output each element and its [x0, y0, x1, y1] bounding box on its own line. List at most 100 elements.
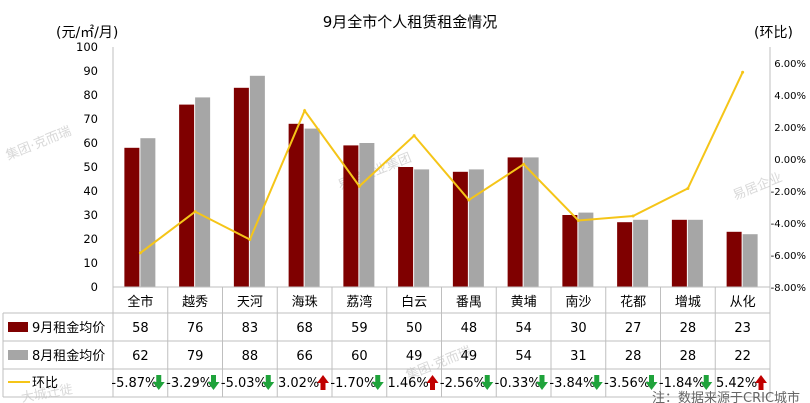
- bar: [195, 97, 211, 288]
- bar: [633, 219, 649, 287]
- line-point: [741, 70, 745, 74]
- line-point: [522, 162, 526, 166]
- x-tick-label: 增城: [675, 295, 701, 310]
- line-point: [357, 184, 361, 188]
- data-label: 23: [734, 321, 751, 336]
- arrow-down-icon: [207, 375, 220, 390]
- arrow-down-icon: [590, 375, 603, 390]
- data-label: 68: [296, 321, 313, 336]
- legend-label: 9月租金均价: [32, 320, 105, 336]
- x-tick-label: 花都: [620, 294, 646, 310]
- arrow-up-icon: [317, 375, 329, 390]
- bar: [687, 219, 703, 287]
- data-label: 59: [351, 321, 368, 336]
- data-label: 27: [625, 321, 642, 336]
- x-tick-label: 白云: [401, 294, 427, 310]
- data-label: -3.29%: [166, 376, 212, 391]
- y-tick-label: 100: [76, 40, 98, 54]
- bar: [726, 231, 742, 287]
- x-tick-label: 从化: [730, 295, 756, 310]
- x-tick-label: 天河: [237, 295, 263, 310]
- data-label: 66: [296, 349, 313, 364]
- data-label: -3.56%: [604, 376, 650, 391]
- line-point: [467, 198, 471, 202]
- y2-tick-label: -8.00%: [771, 283, 806, 294]
- arrow-down-icon: [536, 375, 548, 390]
- data-label: 83: [242, 321, 259, 336]
- y2-tick-label: 2.00%: [774, 123, 806, 134]
- legend-swatch: [8, 350, 28, 360]
- y-tick-label: 70: [83, 112, 98, 126]
- y-tick-label: 20: [83, 232, 98, 246]
- footnote: 注：数据来源于CRIC城市: [652, 390, 800, 403]
- data-label: 5.42%: [716, 376, 757, 391]
- data-label: 3.02%: [278, 376, 319, 391]
- y-tick-label: 0: [91, 280, 98, 294]
- bar: [562, 215, 578, 287]
- line-point: [193, 210, 197, 214]
- data-label: -1.84%: [659, 376, 705, 391]
- bar: [742, 234, 758, 287]
- x-tick-label: 海珠: [292, 295, 318, 310]
- arrow-down-icon: [371, 375, 384, 390]
- data-label: 30: [570, 321, 587, 336]
- y-tick-label: 60: [83, 136, 98, 150]
- data-label: -3.84%: [549, 376, 595, 391]
- line-point: [248, 237, 252, 241]
- bar: [523, 157, 539, 287]
- data-label: 1.46%: [387, 376, 428, 391]
- bar: [468, 169, 484, 287]
- data-label: 50: [406, 321, 423, 336]
- data-label: 28: [625, 349, 642, 364]
- bar: [507, 157, 523, 287]
- y-tick-label: 40: [83, 184, 98, 198]
- data-label: 22: [734, 349, 751, 364]
- watermark-text: 集团·克而瑞: [4, 123, 74, 164]
- bar: [249, 75, 265, 287]
- y2-tick-label: -6.00%: [771, 251, 806, 262]
- plot-area: 0 10 20 30 40 50 60 70 80 90 100 -8.00% -6.00% -4.00%…: [76, 40, 806, 294]
- data-label: 48: [461, 321, 478, 336]
- data-label: 28: [680, 321, 697, 336]
- x-tick-label: 荔湾: [346, 294, 372, 310]
- bar: [233, 87, 249, 287]
- y2-tick-label: 0.00%: [774, 155, 806, 166]
- y-tick-label: 30: [83, 208, 98, 222]
- x-tick-label: 黄埔: [511, 295, 537, 310]
- arrow-down-icon: [152, 375, 165, 390]
- data-label: 58: [132, 321, 149, 336]
- arrow-down-icon: [262, 375, 275, 390]
- y2-tick-label: 4.00%: [774, 91, 806, 102]
- data-label: -5.03%: [221, 376, 267, 391]
- y2-axis-label: (环比): [754, 25, 793, 41]
- y-axis-label: (元/㎡/月): [56, 25, 118, 41]
- data-label: 31: [570, 349, 587, 364]
- bar: [288, 123, 304, 287]
- data-label: 49: [406, 349, 423, 364]
- y2-tick-label: -2.00%: [771, 187, 806, 198]
- data-label: 54: [515, 349, 532, 364]
- y2-tick-label: -4.00%: [771, 219, 806, 230]
- bar: [578, 212, 594, 287]
- bar: [359, 143, 375, 287]
- arrow-up-icon: [755, 375, 767, 390]
- data-label: 49: [461, 349, 478, 364]
- data-label: -2.56%: [440, 376, 486, 391]
- bar: [398, 167, 414, 287]
- bar: [414, 169, 430, 287]
- y-tick-label: 50: [83, 160, 98, 174]
- x-tick-label: 全市: [127, 294, 153, 310]
- bar: [140, 138, 156, 287]
- line-point: [412, 134, 416, 138]
- bar: [304, 128, 320, 287]
- legend-swatch: [8, 322, 28, 332]
- data-label: 76: [187, 321, 204, 336]
- y-tick-label: 90: [83, 64, 98, 78]
- data-label: 54: [515, 321, 532, 336]
- bar: [124, 147, 140, 287]
- series-line: [139, 71, 744, 254]
- y-tick-label: 80: [83, 88, 98, 102]
- bar: [179, 104, 195, 287]
